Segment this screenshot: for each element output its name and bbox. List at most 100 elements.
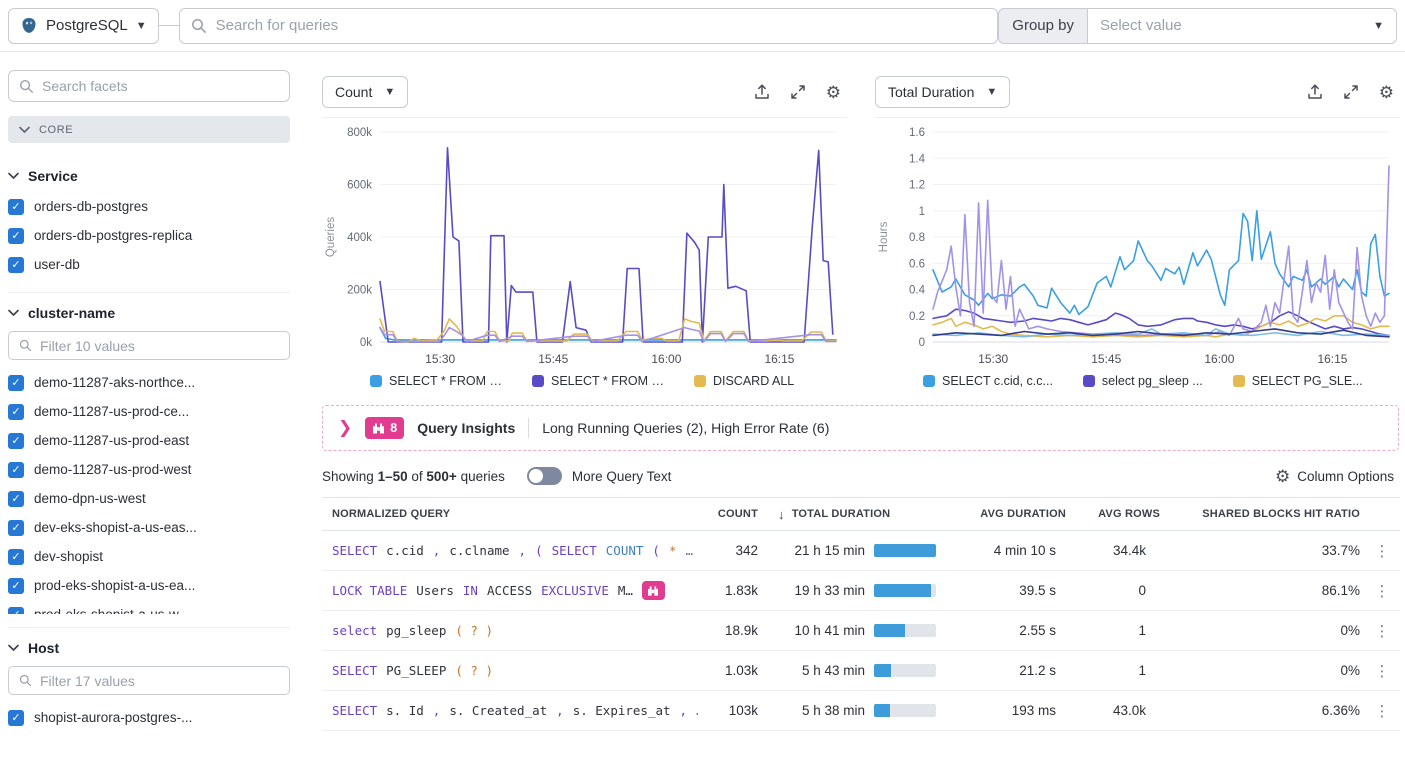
checkbox-checked[interactable]: ✓ xyxy=(8,709,24,726)
facet-checkbox-item[interactable]: ✓ demo-dpn-us-west xyxy=(8,484,290,513)
divider xyxy=(528,418,530,438)
column-header-shared-blocks-hit-ratio[interactable]: SHARED BLOCKS HIT RATIO xyxy=(1202,508,1360,520)
facet-section-header-Host[interactable]: Host xyxy=(8,640,290,656)
checkbox-checked[interactable]: ✓ xyxy=(8,374,24,391)
column-header-avg-rows[interactable]: AVG ROWS xyxy=(1098,508,1160,520)
chevron-right-icon[interactable]: ❯ xyxy=(338,418,353,437)
metric-selector[interactable]: Count ▼ xyxy=(322,76,409,108)
row-menu-kebab-icon[interactable]: ⋮ xyxy=(1374,582,1390,600)
facet-checkbox-item[interactable]: ✓ demo-11287-us-prod-ce... xyxy=(8,397,290,426)
facet-item-label: demo-dpn-us-west xyxy=(34,491,146,506)
export-icon[interactable] xyxy=(754,84,770,100)
more-query-text-label: More Query Text xyxy=(571,468,672,484)
sort-desc-icon: ↓ xyxy=(778,506,785,522)
legend-item[interactable]: SELECT * FROM … xyxy=(531,374,664,388)
legend-swatch xyxy=(531,375,544,387)
table-row[interactable]: SELECT s. Id, s. Created_at, s. Expires_… xyxy=(322,691,1400,731)
column-options-button[interactable]: ⚙ Column Options xyxy=(1274,466,1394,486)
query-insights-banner[interactable]: ❯ 8 Query Insights Long Running Queries … xyxy=(322,405,1399,451)
hit-ratio-value: 33.7% xyxy=(1321,543,1360,558)
row-menu-kebab-icon[interactable]: ⋮ xyxy=(1374,622,1390,640)
expand-icon[interactable] xyxy=(790,84,806,100)
legend-item[interactable]: SELECT * FROM … xyxy=(370,374,502,388)
legend-item[interactable]: DISCARD ALL xyxy=(693,374,794,388)
core-group-header[interactable]: CORE xyxy=(8,116,290,143)
checkbox-checked[interactable]: ✓ xyxy=(8,432,24,449)
chevron-down-icon xyxy=(8,644,19,651)
table-row[interactable]: LOCK TABLE Users IN ACCESS EXCLUSIVE M… 1… xyxy=(322,571,1400,611)
facet-checkbox-item[interactable]: ✓ demo-11287-us-prod-west xyxy=(8,455,290,484)
facet-section-Host: Host ✓ shopist-aurora-postgres-... xyxy=(8,627,290,732)
facet-checkbox-item[interactable]: ✓ dev-eks-shopist-a-us-eas... xyxy=(8,513,290,542)
query-search-input[interactable] xyxy=(215,17,987,34)
facet-checkbox-item[interactable]: ✓ dev-shopist xyxy=(8,542,290,571)
facet-search-input[interactable] xyxy=(42,78,279,94)
facet-filter-input[interactable] xyxy=(40,337,279,354)
checkbox-checked[interactable]: ✓ xyxy=(8,198,24,215)
expand-icon[interactable] xyxy=(1343,84,1359,100)
normalized-query[interactable]: LOCK TABLE Users IN ACCESS EXCLUSIVE M… xyxy=(322,581,698,600)
facet-section-header-cluster-name[interactable]: cluster-name xyxy=(8,305,290,321)
facet-section-header-Service[interactable]: Service xyxy=(8,168,290,184)
facet-filter[interactable] xyxy=(8,331,290,360)
row-menu-kebab-icon[interactable]: ⋮ xyxy=(1374,702,1390,720)
checkbox-checked[interactable]: ✓ xyxy=(8,256,24,273)
facet-checkbox-item[interactable]: ✓ demo-11287-aks-northce... xyxy=(8,368,290,397)
facet-checkbox-item[interactable]: ✓ orders-db-postgres xyxy=(8,192,290,221)
table-toolbar: Showing 1–50 of 500+ queries More Query … xyxy=(322,467,1400,485)
column-header-avg-duration[interactable]: AVG DURATION xyxy=(980,508,1066,520)
checkbox-checked[interactable]: ✓ xyxy=(8,227,24,244)
facet-checkbox-item[interactable]: ✓ user-db xyxy=(8,250,290,279)
insights-detail: Long Running Queries (2), High Error Rat… xyxy=(542,420,830,436)
metric-selector[interactable]: Total Duration ▼ xyxy=(875,76,1011,108)
gear-icon[interactable]: ⚙ xyxy=(1378,82,1394,102)
facet-checkbox-item[interactable]: ✓ prod-eks-shopist-a-us-ea... xyxy=(8,571,290,600)
svg-text:16:15: 16:15 xyxy=(764,352,794,366)
legend-item[interactable]: select pg_sleep ... xyxy=(1082,374,1203,388)
svg-text:16:00: 16:00 xyxy=(1204,352,1234,366)
column-header-total-duration[interactable]: ↓ TOTAL DURATION xyxy=(778,506,891,522)
duration-bar xyxy=(874,544,936,557)
product-selector[interactable]: PostgreSQL ▼ xyxy=(8,7,159,44)
checkbox-checked[interactable]: ✓ xyxy=(8,461,24,478)
checkbox-checked[interactable]: ✓ xyxy=(8,548,24,565)
facet-checkbox-item[interactable]: ✓ orders-db-postgres-replica xyxy=(8,221,290,250)
total-duration-value: 5 h 38 min xyxy=(762,703,948,718)
query-search[interactable] xyxy=(178,7,999,44)
facet-search[interactable] xyxy=(8,70,290,102)
facet-checkbox-item[interactable]: ✓ shopist-aurora-postgres-... xyxy=(8,703,290,732)
duration-bar xyxy=(874,704,936,717)
checkbox-checked[interactable]: ✓ xyxy=(8,403,24,420)
count-value: 1.03k xyxy=(724,663,758,678)
more-query-text-toggle[interactable] xyxy=(526,467,562,485)
gear-icon[interactable]: ⚙ xyxy=(825,82,841,102)
legend-item[interactable]: SELECT PG_SLE... xyxy=(1232,374,1363,388)
normalized-query[interactable]: SELECT s. Id, s. Created_at, s. Expires_… xyxy=(332,703,698,718)
facet-list: ✓ orders-db-postgres ✓ orders-db-postgres-r… xyxy=(8,192,290,279)
table-row[interactable]: select pg_sleep ( ? ) 18.9k 10 h 41 min 2.5… xyxy=(322,611,1400,651)
count-chart-legend: SELECT * FROM … SELECT * FROM … DISCARD AL… xyxy=(370,374,847,388)
row-menu-kebab-icon[interactable]: ⋮ xyxy=(1374,542,1390,560)
facet-checkbox-item[interactable]: ✓ prod-eks-shopist-a-us-w xyxy=(8,600,290,614)
legend-item[interactable]: SELECT c.cid, c.c... xyxy=(923,374,1053,388)
checkbox-checked[interactable]: ✓ xyxy=(8,606,24,614)
row-menu-kebab-icon[interactable]: ⋮ xyxy=(1374,662,1390,680)
checkbox-checked[interactable]: ✓ xyxy=(8,490,24,507)
query-alert-badge[interactable] xyxy=(641,581,665,600)
export-icon[interactable] xyxy=(1307,84,1323,100)
table-row[interactable]: SELECT c.cid, c.clname, ( SELECT COUNT (… xyxy=(322,531,1400,571)
count-chart-panel: Count ▼ ⚙ 0k 200k 400k 600k 800k 15:30 15:45 16… xyxy=(322,76,847,388)
facet-filter-input[interactable] xyxy=(40,672,279,689)
column-header-normalized-query[interactable]: NORMALIZED QUERY xyxy=(332,508,451,520)
svg-text:400k: 400k xyxy=(347,232,372,244)
normalized-query[interactable]: SELECT c.cid, c.clname, ( SELECT COUNT (… xyxy=(332,543,693,558)
checkbox-checked[interactable]: ✓ xyxy=(8,519,24,536)
table-row[interactable]: SELECT PG_SLEEP ( ? ) 1.03k 5 h 43 min 21.2… xyxy=(322,651,1400,691)
facet-checkbox-item[interactable]: ✓ demo-11287-us-prod-east xyxy=(8,426,290,455)
normalized-query[interactable]: SELECT PG_SLEEP ( ? ) xyxy=(332,663,494,678)
group-by-select[interactable]: Select value ▼ xyxy=(1087,7,1397,44)
column-header-count[interactable]: COUNT xyxy=(717,508,758,520)
normalized-query[interactable]: select pg_sleep ( ? ) xyxy=(332,623,494,638)
facet-filter[interactable] xyxy=(8,666,290,695)
checkbox-checked[interactable]: ✓ xyxy=(8,577,24,594)
